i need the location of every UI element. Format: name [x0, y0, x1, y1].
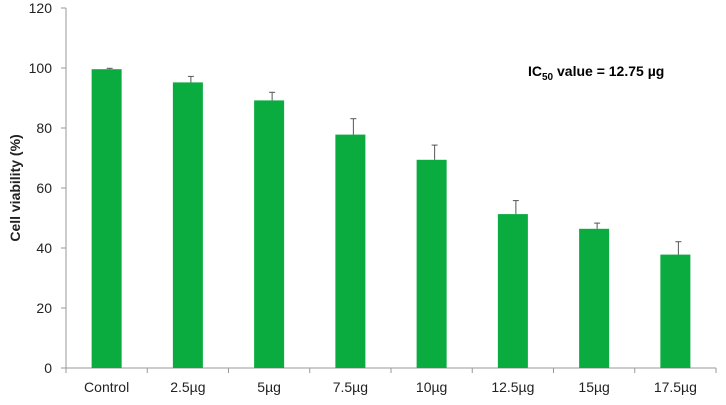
- y-tick-label: 120: [29, 0, 53, 16]
- y-tick-label: 0: [44, 360, 52, 376]
- bar: [335, 134, 366, 368]
- y-tick-label: 60: [36, 180, 52, 196]
- ic50-annotation: IC50 value = 12.75 µg: [528, 63, 664, 83]
- y-axis: 0 20 40 60 80 100 120: [29, 0, 67, 376]
- bar: [254, 100, 285, 369]
- bar: [416, 159, 447, 368]
- annotation-subscript: 50: [542, 72, 554, 83]
- annotation-prefix: IC: [528, 63, 542, 79]
- y-tick-label: 20: [36, 300, 52, 316]
- x-tick-label: 7.5µg: [333, 379, 368, 395]
- y-tick-label: 100: [29, 60, 53, 76]
- annotation-suffix: value = 12.75 µg: [553, 63, 664, 79]
- y-axis-title: Cell viability (%): [7, 134, 23, 241]
- x-tick-label: 17.5µg: [654, 379, 697, 395]
- bar: [660, 254, 691, 368]
- y-tick-label: 80: [36, 120, 52, 136]
- bar: [91, 69, 122, 368]
- bar: [497, 214, 528, 368]
- x-tick-label: 10µg: [416, 379, 447, 395]
- y-tick-label: 40: [36, 240, 52, 256]
- x-tick-label: 5µg: [257, 379, 281, 395]
- x-tick-label: 2.5µg: [170, 379, 205, 395]
- x-tick-label: 12.5µg: [491, 379, 534, 395]
- error-bars: [106, 67, 682, 255]
- bar: [172, 82, 203, 369]
- bars: [91, 69, 691, 369]
- x-tick-label: Control: [84, 379, 129, 395]
- x-axis: Control 2.5µg 5µg 7.5µg 10µg 12.5µg 15µg 17.5µg: [65, 367, 717, 395]
- bar: [579, 228, 610, 368]
- x-tick-label: 15µg: [578, 379, 609, 395]
